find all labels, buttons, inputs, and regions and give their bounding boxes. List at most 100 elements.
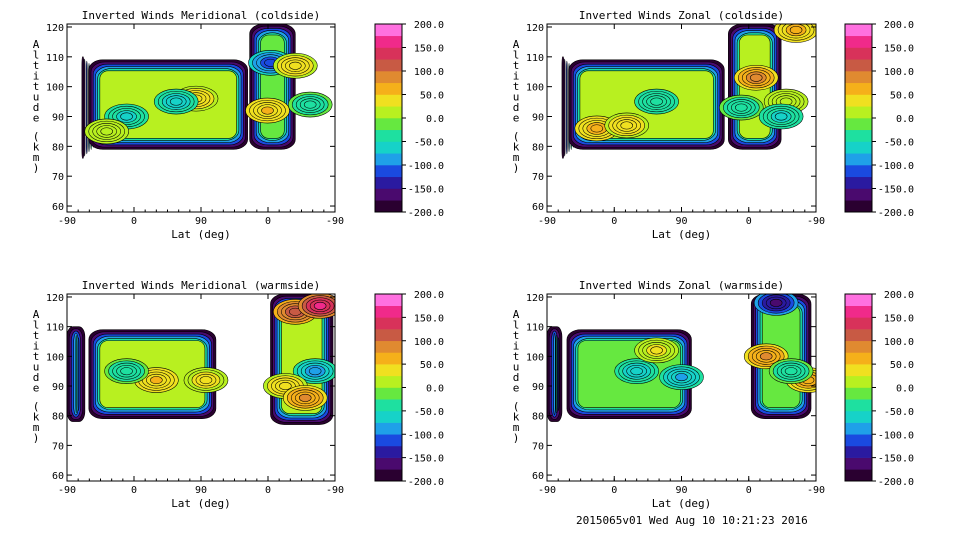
- colorbar-swatch: [375, 340, 402, 353]
- chart-panel-2: Inverted Winds Zonal (coldside) -90 0 90 0 -9…: [513, 9, 914, 241]
- y-tick-label: 70: [52, 172, 64, 183]
- colorbar-swatch: [375, 153, 402, 166]
- colorbar-swatch: [375, 200, 402, 213]
- data-block-ring: [561, 56, 565, 159]
- colorbar-swatch: [375, 329, 402, 342]
- y-tick-label: 110: [526, 323, 544, 334]
- colorbar-swatch: [845, 118, 872, 131]
- y-tick-label: 80: [532, 142, 544, 153]
- colorbar-tick-label: -100.0: [878, 161, 914, 172]
- x-tick-label: -90: [58, 485, 76, 496]
- contour-feature: [630, 367, 643, 376]
- colorbar-tick-label: 200.0: [414, 20, 444, 31]
- colorbar-tick-label: 100.0: [884, 67, 914, 78]
- colorbar-swatch: [845, 176, 872, 189]
- contour-feature: [308, 367, 322, 376]
- chart-title: Inverted Winds Meridional (coldside): [82, 9, 320, 22]
- contour-feature: [774, 112, 788, 121]
- colorbar-tick-label: 50.0: [890, 91, 914, 102]
- chart-title: Inverted Winds Meridional (warmside): [82, 279, 320, 292]
- colorbar-tick-label: 50.0: [890, 360, 914, 371]
- x-tick-label: 90: [675, 216, 687, 227]
- colorbar-tick-label: 50.0: [420, 91, 444, 102]
- x-tick-label: -90: [326, 216, 344, 227]
- contour-feature: [150, 376, 163, 385]
- footer-timestamp: 2015065v01 Wed Aug 10 10:21:23 2016: [576, 514, 808, 527]
- x-tick-label: -90: [58, 216, 76, 227]
- x-tick-label: 0: [265, 216, 271, 227]
- y-tick-label: 60: [52, 471, 64, 482]
- contour-feature: [199, 376, 213, 385]
- colorbar-swatch: [375, 106, 402, 119]
- y-tick-label: 110: [46, 53, 64, 64]
- colorbar-tick-label: -50.0: [884, 138, 914, 149]
- x-tick-label: 0: [746, 485, 752, 496]
- y-tick-label: 70: [532, 172, 544, 183]
- colorbar-swatch: [375, 47, 402, 60]
- colorbar-swatch: [375, 294, 402, 306]
- x-tick-label: 0: [265, 485, 271, 496]
- chart-panel-3: Inverted Winds Meridional (warmside) -90 0…: [33, 279, 444, 510]
- y-tick-label: 70: [52, 441, 64, 452]
- x-tick-label: -90: [538, 485, 556, 496]
- colorbar-swatch: [845, 200, 872, 213]
- x-axis-label: Lat (deg): [652, 497, 712, 510]
- data-block: [77, 337, 80, 411]
- colorbar-swatch: [845, 434, 872, 447]
- x-tick-label: 0: [611, 216, 617, 227]
- colorbar-swatch: [375, 305, 402, 318]
- colorbar-tick-label: 100.0: [414, 67, 444, 78]
- colorbar-swatch: [375, 317, 402, 330]
- y-tick-label: 90: [532, 113, 544, 124]
- colorbar-tick-label: -150.0: [408, 185, 444, 196]
- colorbar-swatch: [375, 375, 402, 388]
- y-tick-label: 80: [52, 412, 64, 423]
- colorbar-swatch: [845, 352, 872, 365]
- x-axis-label: Lat (deg): [171, 228, 231, 241]
- contour-feature: [100, 127, 113, 136]
- colorbar-swatch: [845, 141, 872, 154]
- colorbar-swatch: [845, 305, 872, 318]
- colorbar-tick-label: 0.0: [426, 384, 444, 395]
- colorbar-tick-label: -50.0: [884, 407, 914, 418]
- colorbar-swatch: [845, 59, 872, 72]
- colorbar-swatch: [845, 364, 872, 377]
- data-block: [557, 337, 560, 411]
- data-block-ring: [75, 335, 78, 414]
- data-block-ring: [563, 58, 566, 157]
- x-tick-label: 0: [611, 485, 617, 496]
- colorbar-swatch: [845, 106, 872, 119]
- colorbar-swatch: [375, 141, 402, 154]
- colorbar-tick-label: -50.0: [414, 407, 444, 418]
- x-tick-label: 0: [746, 216, 752, 227]
- y-tick-label: 60: [532, 202, 544, 213]
- colorbar-swatch: [375, 176, 402, 189]
- colorbar-tick-label: -50.0: [414, 138, 444, 149]
- colorbar-swatch: [375, 399, 402, 412]
- colorbar-swatch: [845, 329, 872, 342]
- chart-title: Inverted Winds Zonal (coldside): [579, 9, 784, 22]
- colorbar-swatch: [845, 469, 872, 482]
- x-tick-label: 0: [131, 216, 137, 227]
- colorbar-swatch: [375, 422, 402, 435]
- colorbar-swatch: [375, 165, 402, 178]
- colorbar-swatch: [375, 469, 402, 482]
- colorbar-swatch: [845, 387, 872, 400]
- colorbar-swatch: [845, 457, 872, 470]
- colorbar-swatch: [845, 94, 872, 107]
- colorbar-swatch: [845, 82, 872, 95]
- y-tick-label: 60: [532, 471, 544, 482]
- y-tick-label: 110: [46, 323, 64, 334]
- y-tick-label: 100: [526, 352, 544, 363]
- colorbar-swatch: [845, 47, 872, 60]
- x-tick-label: -90: [538, 216, 556, 227]
- contour-feature: [650, 346, 663, 355]
- colorbar-swatch: [845, 399, 872, 412]
- colorbar-swatch: [375, 94, 402, 107]
- colorbar-swatch: [375, 59, 402, 72]
- contour-feature: [759, 352, 773, 361]
